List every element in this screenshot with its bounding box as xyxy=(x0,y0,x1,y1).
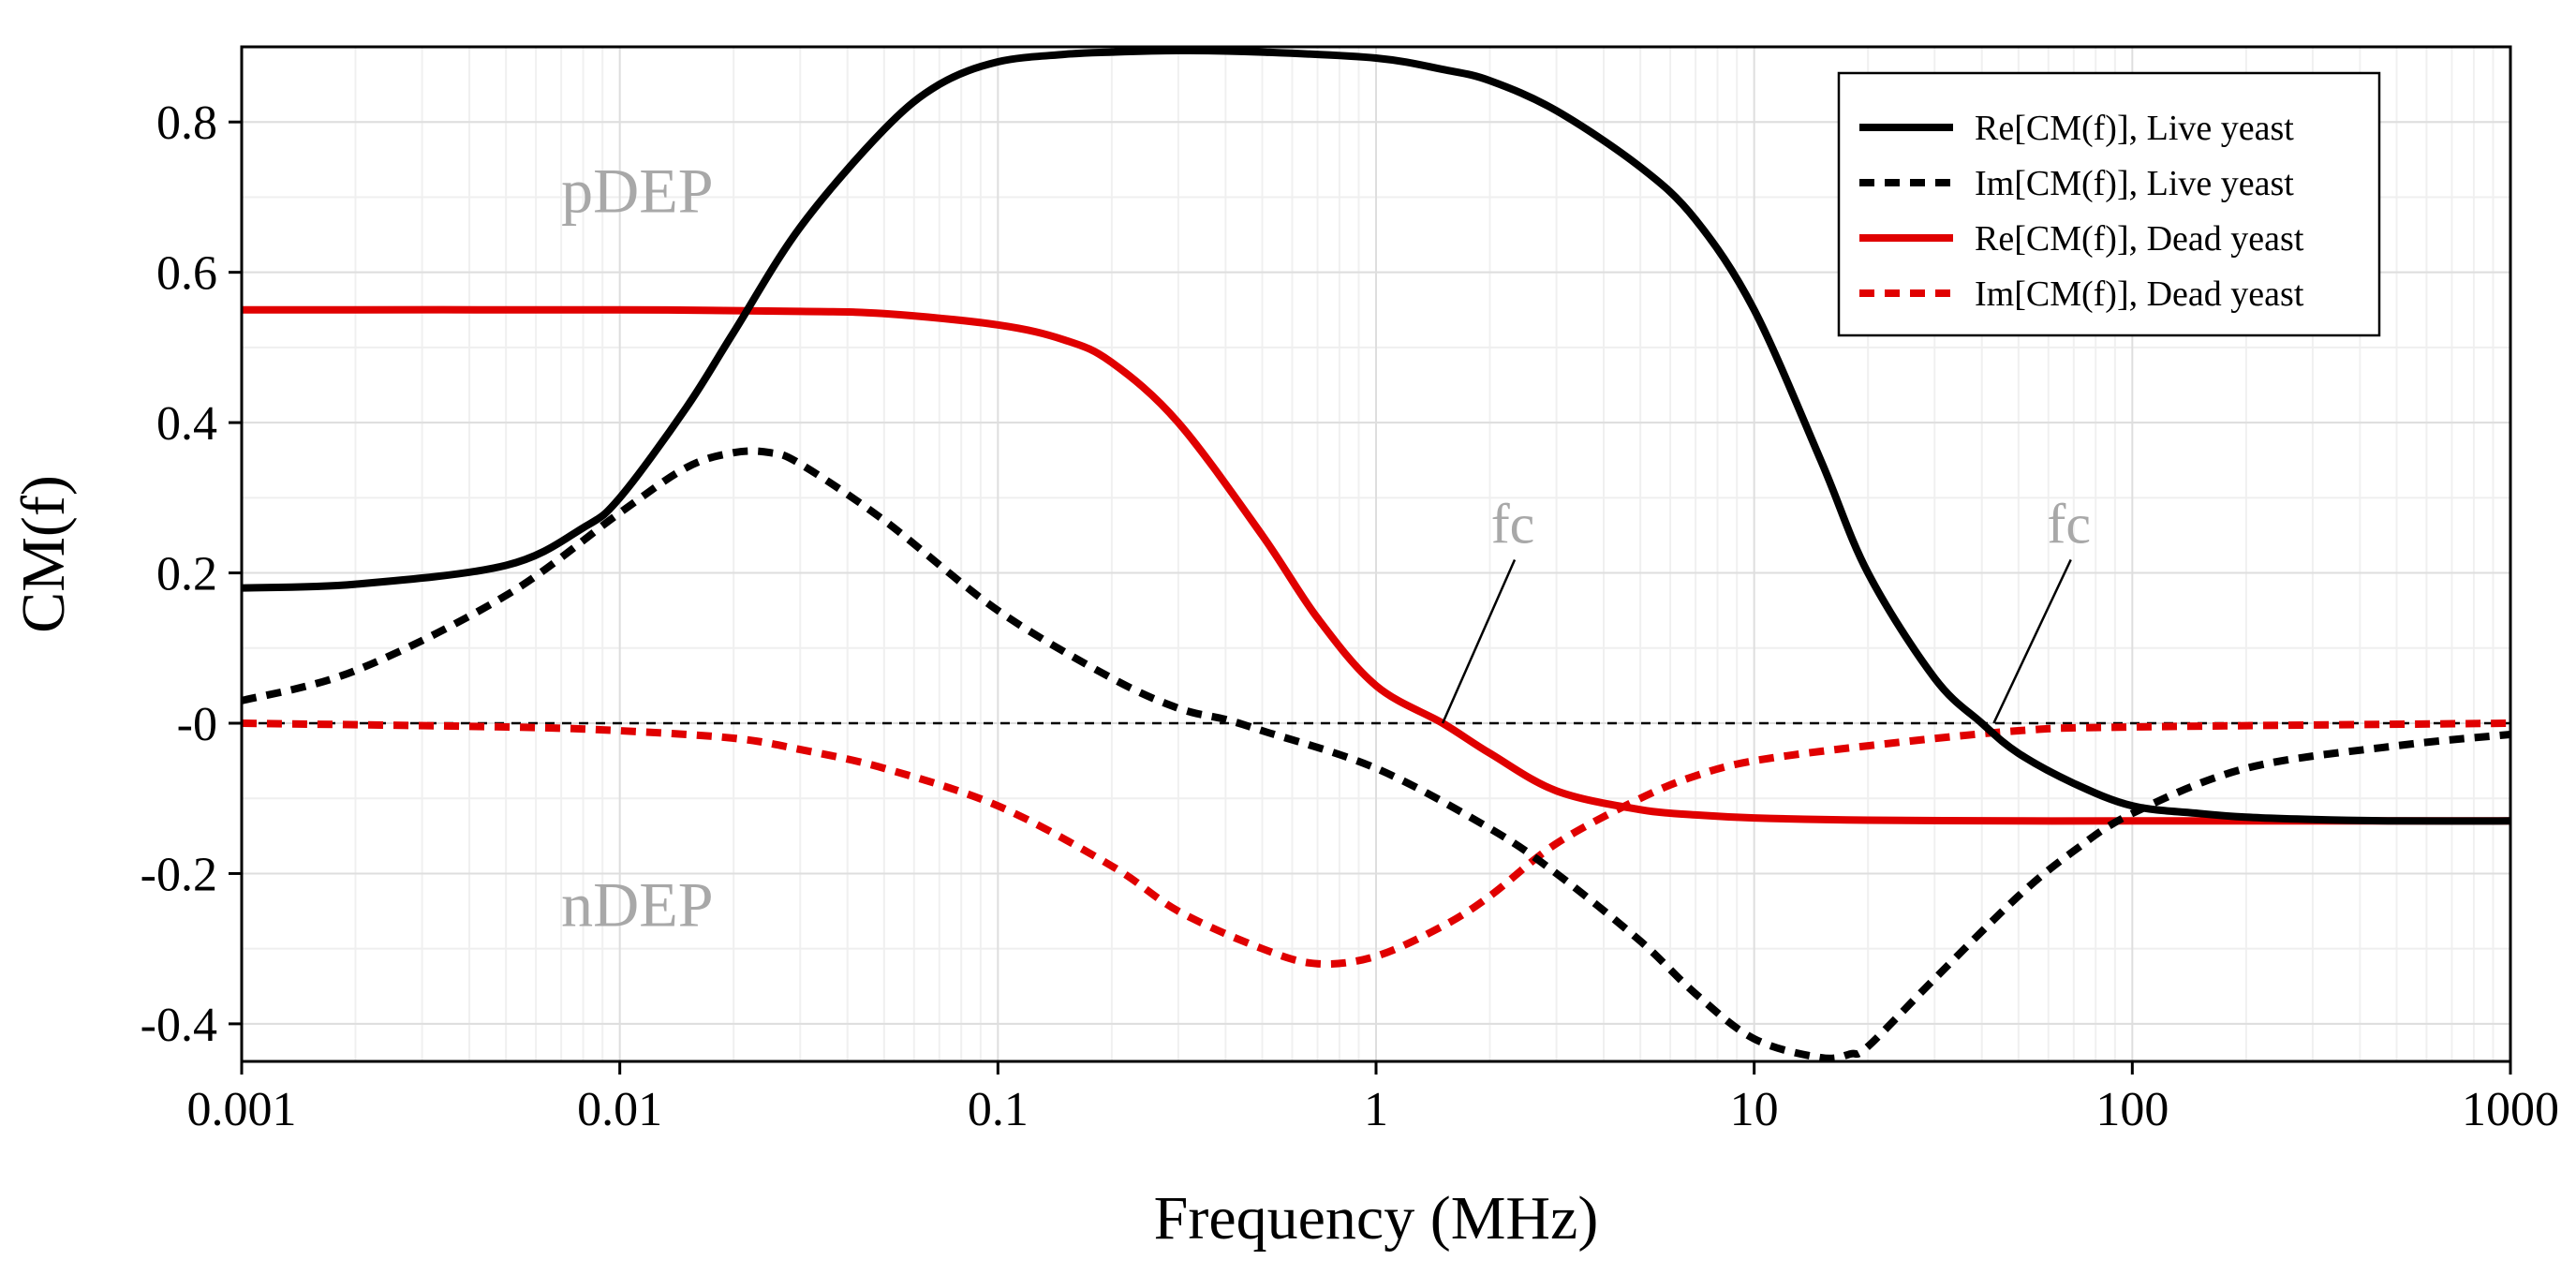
y-tick-label: 0.8 xyxy=(156,96,217,150)
x-tick-label: 10 xyxy=(1730,1083,1779,1136)
x-tick-label: 100 xyxy=(2095,1083,2169,1136)
annotation-layer: pDEP nDEP fc fc xyxy=(561,155,2091,940)
x-axis-ticks: 0.001 0.01 0.1 1 10 100 1000 xyxy=(187,1061,2559,1136)
legend-label: Re[CM(f)], Live yeast xyxy=(1975,109,2294,148)
y-tick-label: 0.4 xyxy=(156,397,217,451)
y-tick-label: -0 xyxy=(177,698,217,751)
legend: Re[CM(f)], Live yeast Im[CM(f)], Live yea… xyxy=(1837,71,2381,337)
x-tick-label: 1000 xyxy=(2462,1083,2559,1136)
fc-annotation-label: fc xyxy=(1491,493,1535,555)
x-axis-title: Frequency (MHz) xyxy=(1154,1184,1599,1253)
legend-label: Re[CM(f)], Dead yeast xyxy=(1975,219,2304,259)
x-tick-label: 1 xyxy=(1364,1083,1388,1136)
series-line-re-cm-f-dead-yeast xyxy=(241,305,2510,825)
region-annotation-label: pDEP xyxy=(561,155,713,226)
x-tick-label: 0.1 xyxy=(968,1083,1029,1136)
y-axis-ticks: 0.8 0.6 0.4 0.2 -0 -0.2 -0.4 xyxy=(141,96,242,1052)
series-line-re-cm-f-live-yeast xyxy=(241,47,2511,825)
y-axis-title: CM(f) xyxy=(9,475,78,633)
legend-box xyxy=(1837,71,2381,337)
x-tick-label: 0.01 xyxy=(577,1083,662,1136)
legend-label: Im[CM(f)], Dead yeast xyxy=(1975,274,2304,314)
y-tick-label: -0.2 xyxy=(141,848,217,901)
y-tick-label: -0.4 xyxy=(141,999,217,1052)
fc-pointer-line xyxy=(1992,558,2072,724)
y-tick-label: 0.2 xyxy=(156,548,217,601)
y-tick-label: 0.6 xyxy=(156,247,217,301)
region-annotation-label: nDEP xyxy=(561,869,713,941)
legend-label: Im[CM(f)], Live yeast xyxy=(1975,164,2294,203)
series-layer xyxy=(240,47,2511,1062)
fc-annotation-label: fc xyxy=(2047,493,2091,555)
series-line-im-cm-f-dead-yeast xyxy=(241,719,2511,969)
fc-pointer-line xyxy=(1441,558,1517,724)
x-tick-label: 0.001 xyxy=(187,1083,297,1136)
